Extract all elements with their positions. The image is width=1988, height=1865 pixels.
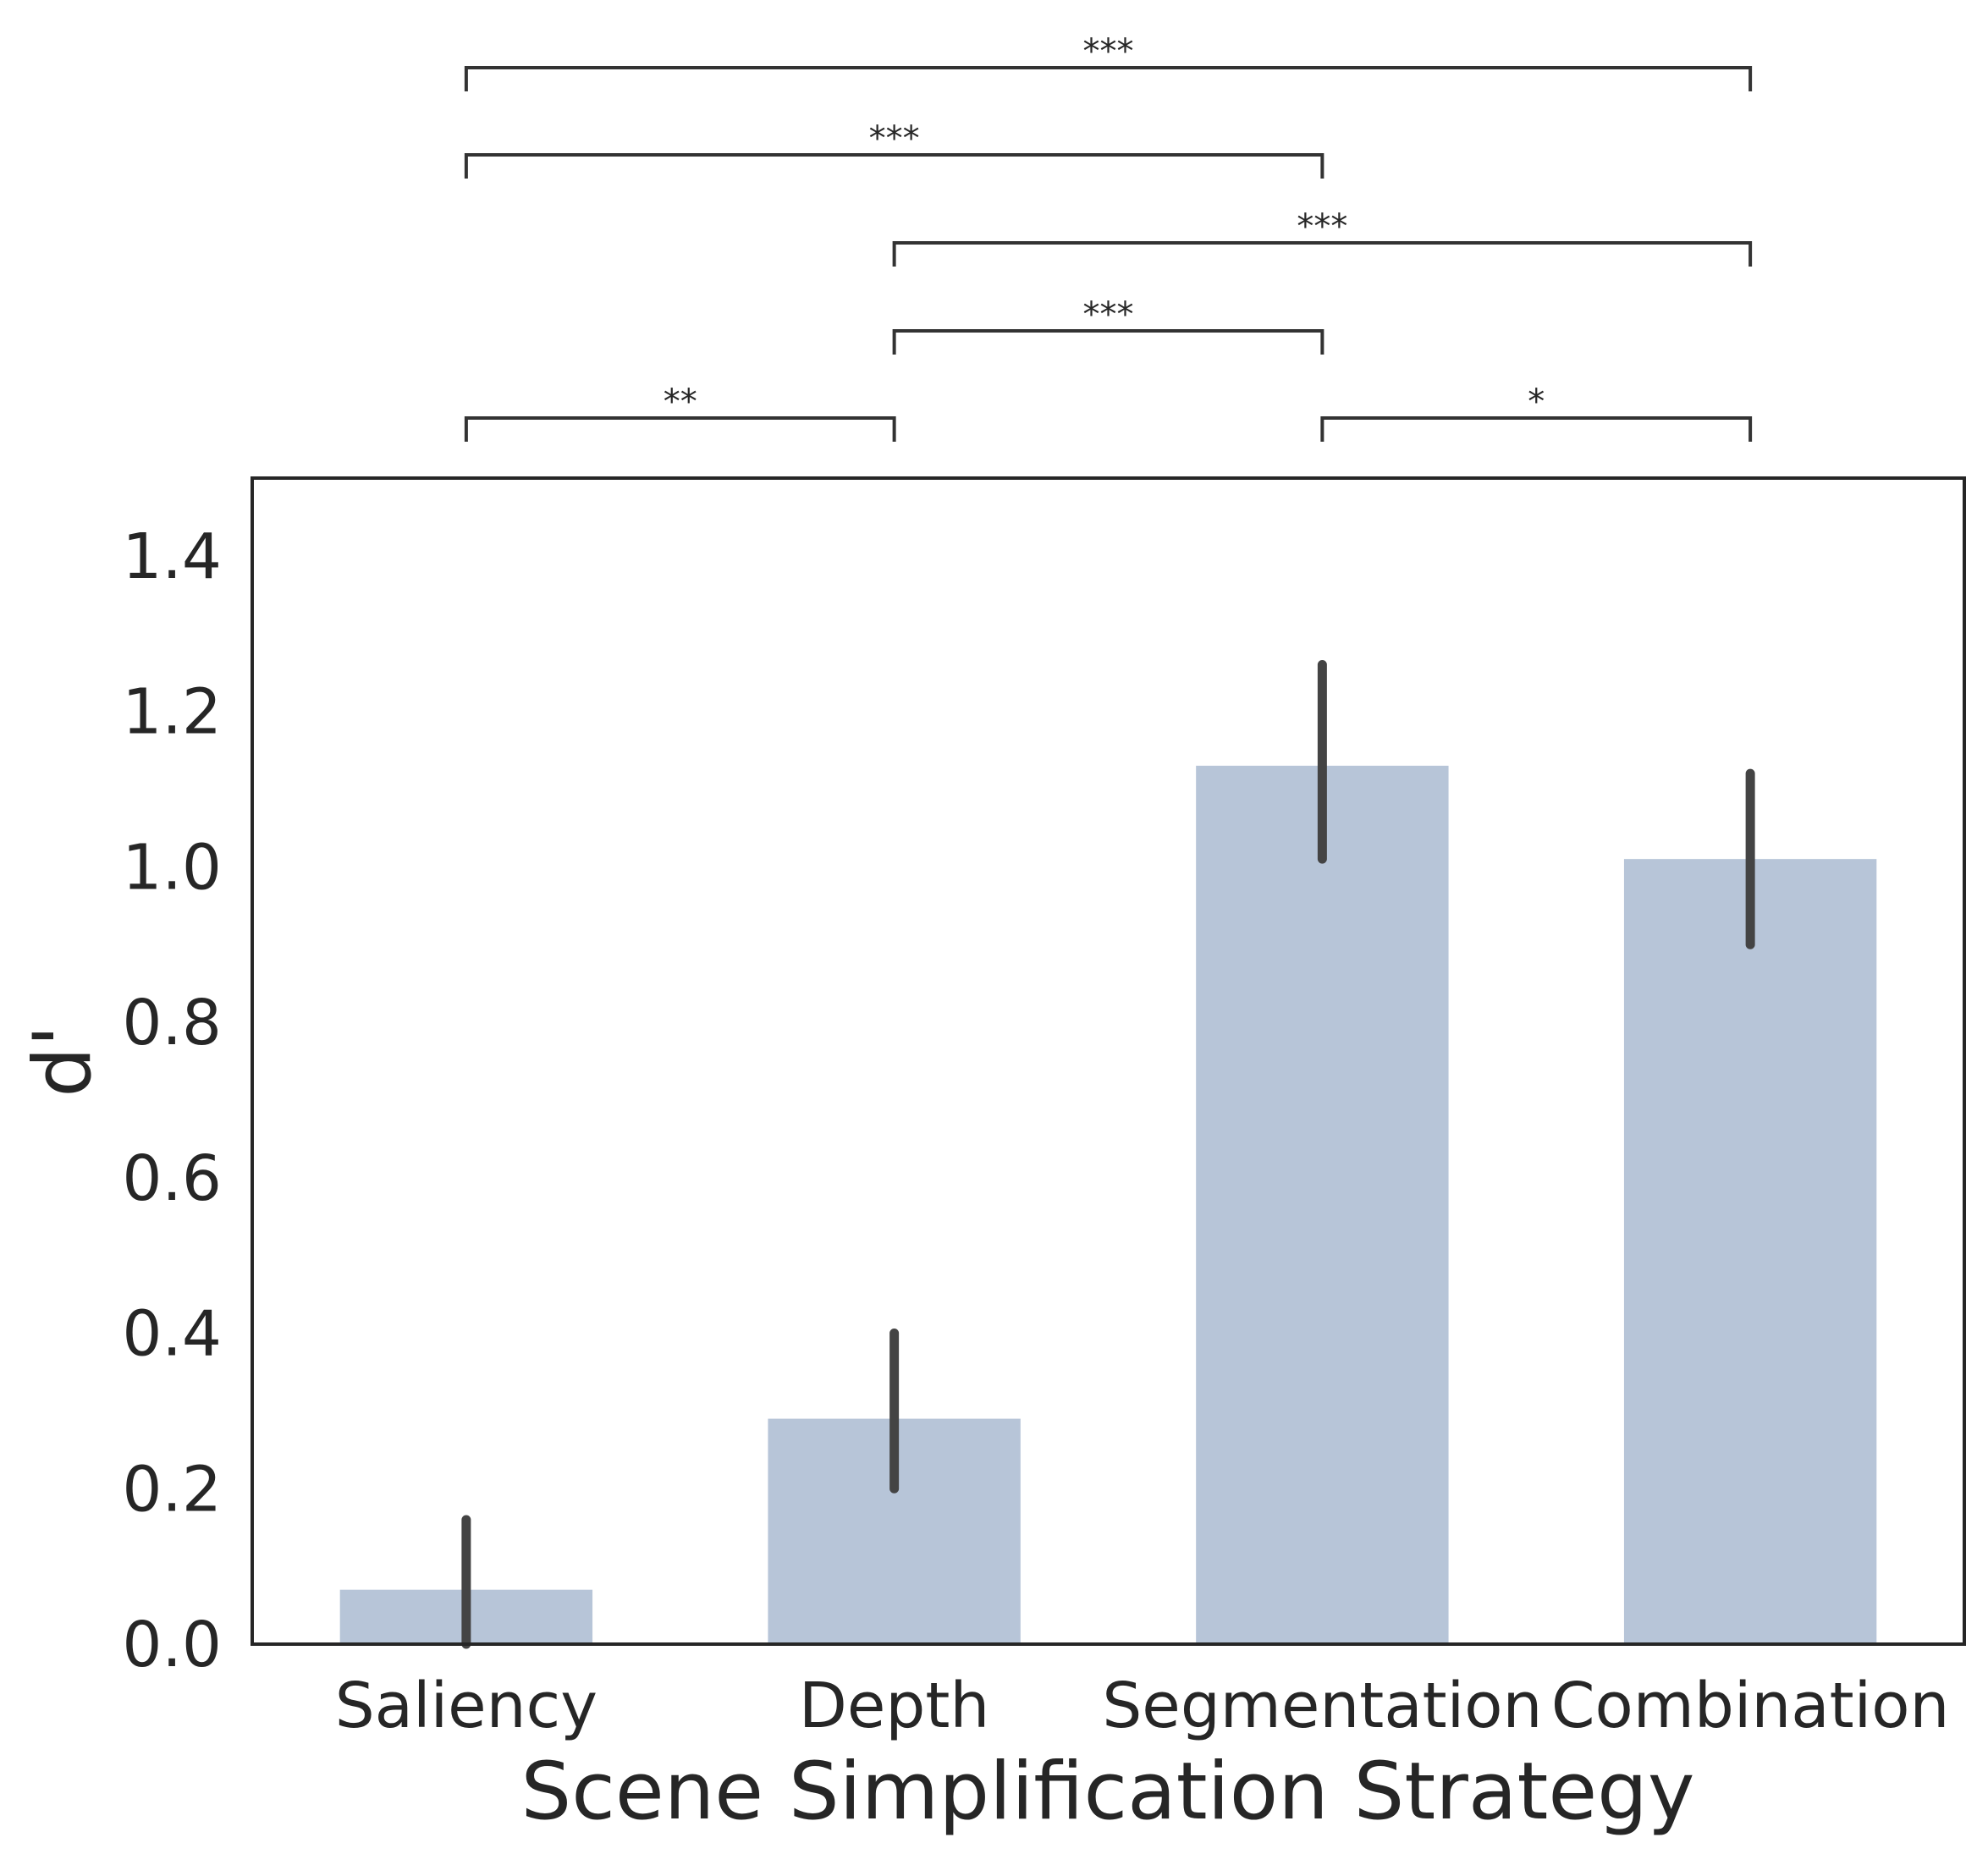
significance-bracket [464, 66, 1753, 91]
significance-bracket [892, 241, 1753, 267]
significance-label: * [1528, 382, 1545, 421]
x-tick-label-depth: Depth [799, 1670, 989, 1742]
significance-bracket [1320, 416, 1753, 442]
error-bars-group [461, 659, 1755, 1649]
y-tick-label: 0.0 [122, 1609, 222, 1681]
bar-combination [1623, 859, 1877, 1644]
x-ticks-group: Saliency Depth Segmentation Combination [335, 1670, 1950, 1742]
y-tick-label: 0.8 [122, 987, 222, 1059]
y-tick-label: 0.6 [122, 1142, 222, 1215]
significance-label: *** [1297, 207, 1347, 246]
significance-label: ** [664, 382, 697, 421]
significance-label: *** [1083, 295, 1134, 334]
x-axis-label: Scene Simplification Strategy [521, 1746, 1695, 1838]
significance-bracket [464, 416, 896, 442]
significance-brackets-group: ************** * [464, 32, 1753, 442]
significance-label: *** [869, 119, 920, 158]
y-axis-label: d' [17, 1025, 109, 1098]
y-tick-label: 1.2 [122, 676, 222, 749]
x-tick-label-segmentation: Segmentation [1102, 1670, 1542, 1742]
y-tick-label: 0.2 [122, 1453, 222, 1526]
bar-segmentation [1196, 765, 1449, 1644]
x-tick-label-combination: Combination [1551, 1670, 1950, 1742]
significance-bracket [892, 329, 1324, 355]
y-tick-label: 0.4 [122, 1298, 222, 1371]
y-ticks-group: 0.0 0.2 0.4 0.6 0.8 1.0 1.2 1.4 [122, 520, 222, 1681]
significance-bracket [464, 153, 1324, 179]
bars-group [339, 765, 1877, 1644]
x-tick-label-saliency: Saliency [335, 1670, 598, 1742]
y-tick-label: 1.0 [122, 831, 222, 904]
y-tick-label: 1.4 [122, 520, 222, 593]
significance-label: *** [1083, 32, 1134, 71]
plot-frame [251, 476, 1966, 1646]
